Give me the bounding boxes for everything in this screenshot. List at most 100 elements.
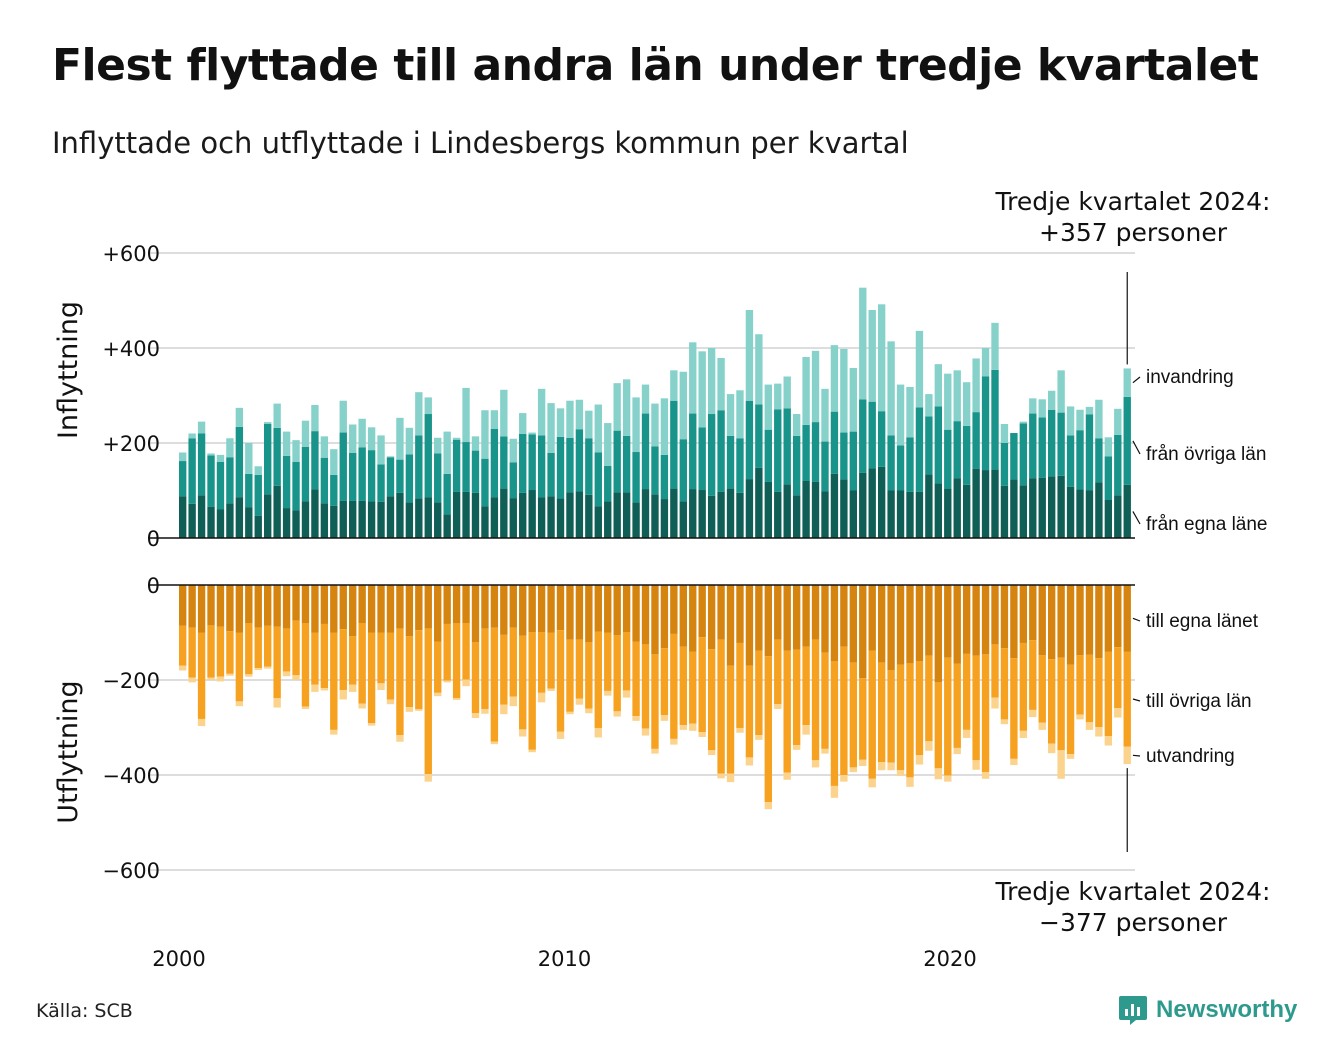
bar-in-same-county: [991, 469, 999, 538]
bar-out-same-county: [500, 585, 508, 635]
bar-out-other-counties: [415, 630, 423, 709]
bar-out-emigration: [264, 666, 272, 669]
bar-out-other-counties: [755, 650, 763, 736]
bar-out-same-county: [490, 585, 499, 628]
bar-in-other-counties: [698, 427, 706, 491]
bar-out-other-counties: [556, 630, 565, 732]
bar-in-immigration: [254, 466, 262, 475]
bar-out-same-county: [1029, 585, 1037, 641]
bar-in-same-county: [925, 474, 933, 538]
bar-in-immigration: [509, 438, 517, 463]
bar-out-same-county: [915, 585, 924, 661]
bar-out-same-county: [962, 585, 971, 654]
bar-in-same-county: [443, 514, 451, 538]
bar-in-immigration: [575, 399, 584, 430]
bar-in-other-counties: [726, 435, 735, 489]
bar-out-emigration: [1095, 727, 1103, 737]
bar-in-immigration: [613, 383, 621, 431]
bar-in-other-counties: [632, 452, 640, 503]
bar-in-same-county: [500, 488, 508, 538]
bar-in-same-county: [689, 489, 697, 538]
bar-in-immigration: [604, 423, 612, 466]
bar-in-other-counties: [405, 454, 414, 503]
bar-in-other-counties: [717, 410, 725, 492]
bar-out-other-counties: [991, 644, 999, 698]
bar-out-emigration: [689, 723, 697, 731]
bar-out-same-county: [377, 585, 385, 633]
bar-out-emigration: [396, 735, 404, 742]
bar-in-same-county: [1095, 482, 1103, 538]
bar-in-same-county: [745, 479, 754, 538]
bar-in-other-counties: [736, 438, 744, 493]
bar-in-same-county: [792, 495, 801, 538]
bar-out-same-county: [292, 585, 300, 621]
bar-in-immigration: [471, 436, 480, 451]
bar-out-other-counties: [509, 627, 517, 697]
bar-in-other-counties: [594, 452, 602, 507]
bar-in-same-county: [320, 503, 329, 538]
bar-out-emigration: [197, 718, 206, 727]
bar-out-emigration: [245, 674, 253, 677]
x-tick-label: 2010: [538, 947, 591, 971]
bar-out-same-county: [207, 585, 215, 626]
bar-in-same-county: [1057, 475, 1065, 538]
bar-in-immigration: [386, 456, 395, 458]
bar-out-same-county: [358, 585, 366, 623]
bar-out-other-counties: [896, 664, 905, 771]
bar-out-other-counties: [1038, 655, 1046, 723]
bar-out-emigration: [981, 772, 990, 779]
bar-out-emigration: [320, 688, 329, 691]
bar-out-other-counties: [811, 639, 820, 761]
bar-in-same-county: [273, 485, 281, 538]
bar-in-other-counties: [660, 454, 669, 500]
callout-bottom-line1: Tredje kvartalet 2024:: [995, 877, 1271, 906]
bar-out-other-counties: [1076, 655, 1084, 715]
bar-in-other-counties: [613, 430, 621, 493]
bar-in-other-counties: [386, 457, 395, 497]
bar-out-same-county: [424, 585, 432, 629]
bar-out-other-counties: [707, 649, 716, 751]
bar-out-emigration: [462, 679, 470, 687]
bar-out-other-counties: [330, 632, 338, 730]
bar-out-other-counties: [311, 632, 319, 685]
bar-in-immigration: [991, 322, 999, 370]
bar-in-other-counties: [745, 400, 754, 480]
bar-in-immigration: [197, 421, 206, 434]
bar-out-same-county: [575, 585, 584, 640]
bar-out-other-counties: [1057, 657, 1065, 751]
leader-line: [1132, 511, 1141, 525]
bar-out-other-counties: [641, 644, 650, 729]
bar-out-same-county: [802, 585, 810, 647]
bar-in-immigration: [755, 334, 763, 405]
bar-out-same-county: [745, 585, 754, 666]
bar-out-emigration: [282, 671, 291, 677]
bar-out-other-counties: [849, 662, 857, 768]
bar-in-other-counties: [415, 435, 423, 499]
bar-out-other-counties: [481, 628, 489, 709]
bar-in-immigration: [660, 398, 669, 455]
y-tick-label-in: +400: [102, 337, 160, 361]
bar-in-same-county: [330, 505, 338, 538]
bar-in-other-counties: [585, 438, 593, 495]
bar-out-same-county: [330, 585, 338, 633]
bar-in-immigration: [811, 350, 820, 423]
bar-in-immigration: [906, 386, 914, 438]
bar-out-same-county: [301, 585, 310, 623]
bar-out-same-county: [981, 585, 990, 655]
bar-in-immigration: [622, 379, 631, 436]
bar-out-same-county: [783, 585, 791, 651]
bar-in-other-counties: [519, 433, 527, 493]
bar-out-emigration: [1038, 722, 1046, 730]
bar-out-same-county: [670, 585, 678, 634]
bar-out-other-counties: [632, 641, 640, 717]
bar-in-same-county: [471, 492, 480, 539]
bar-in-immigration: [679, 371, 687, 440]
callout-bottom: Tredje kvartalet 2024: −377 personer: [963, 876, 1303, 938]
bar-in-same-county: [821, 491, 829, 538]
bar-in-other-counties: [528, 434, 536, 491]
bar-out-same-county: [226, 585, 234, 632]
bar-in-immigration: [887, 341, 895, 436]
bar-out-same-county: [273, 585, 281, 627]
bar-out-emigration: [556, 731, 565, 739]
bar-out-other-counties: [245, 623, 253, 675]
